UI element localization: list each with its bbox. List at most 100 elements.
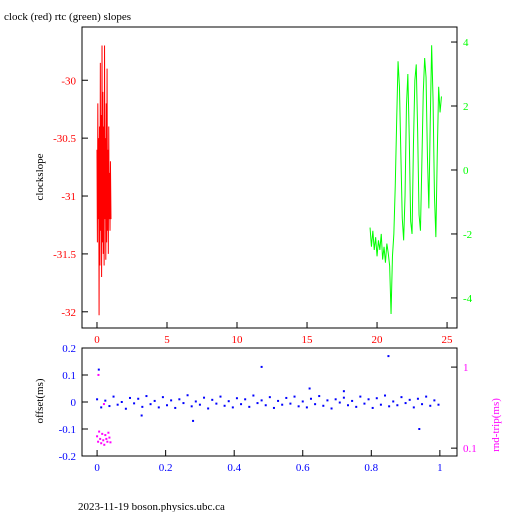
x-tick-label: 5 [164, 334, 170, 346]
point [363, 402, 366, 405]
point [392, 400, 395, 403]
point [404, 402, 407, 405]
point [157, 406, 160, 409]
point [240, 403, 243, 406]
point [149, 403, 152, 406]
point [338, 401, 341, 404]
point [281, 403, 284, 406]
x-tick-label: 0 [94, 334, 100, 346]
footer: 2023-11-19 boson.physics.ubc.ca [78, 501, 225, 512]
point [190, 405, 193, 408]
point [305, 406, 308, 409]
point [396, 404, 399, 407]
y2-axis-label: rnd-trip(ms) [490, 398, 502, 452]
point [174, 406, 177, 409]
point [108, 436, 111, 439]
x-tick-label: 15 [302, 334, 314, 346]
point [116, 403, 119, 406]
point [207, 407, 210, 410]
point [334, 398, 337, 401]
point [437, 403, 440, 406]
point [96, 398, 99, 401]
point [289, 402, 292, 405]
point [231, 406, 234, 409]
point [192, 419, 195, 422]
y-tick-label: 0 [71, 397, 77, 409]
point [297, 405, 300, 408]
point [102, 439, 105, 442]
point [105, 437, 108, 440]
point [322, 404, 325, 407]
point [153, 399, 156, 402]
x-tick-label: 0 [94, 462, 100, 474]
point [99, 437, 102, 440]
point [256, 402, 259, 405]
point [421, 403, 424, 406]
point [100, 406, 103, 409]
point [104, 399, 107, 402]
point [198, 403, 201, 406]
line-series [96, 45, 112, 316]
point [227, 400, 230, 403]
y-axis-label: clockslope [34, 153, 46, 200]
point [219, 395, 222, 398]
point [100, 442, 103, 445]
y2-tick-label: 0.1 [463, 443, 477, 455]
y2-tick-label: 0 [463, 165, 469, 177]
y-tick-label: -32 [61, 307, 76, 319]
point [330, 407, 333, 410]
point [244, 398, 247, 401]
point [285, 396, 288, 399]
point [342, 390, 345, 393]
point [133, 402, 136, 405]
y2-tick-label: -4 [463, 293, 473, 305]
point [400, 396, 403, 399]
point [145, 395, 148, 398]
point [98, 430, 101, 433]
x-tick-label: 10 [232, 334, 244, 346]
point [97, 440, 100, 443]
y-tick-label: 0.2 [62, 343, 76, 355]
line-series [369, 45, 442, 314]
y2-tick-label: 2 [463, 101, 469, 113]
point [203, 396, 206, 399]
y-tick-label: -31.5 [53, 249, 76, 261]
point [314, 403, 317, 406]
point [346, 404, 349, 407]
point [308, 387, 311, 390]
point [384, 394, 387, 397]
point [371, 406, 374, 409]
point [108, 405, 111, 408]
y-tick-label: -0.1 [59, 424, 76, 436]
point [351, 399, 354, 402]
y2-tick-label: -2 [463, 229, 472, 241]
y-tick-label: 0.1 [62, 370, 76, 382]
point [109, 441, 112, 444]
point [223, 404, 226, 407]
y-tick-label: -31 [61, 191, 76, 203]
point [260, 365, 263, 368]
point [140, 414, 143, 417]
y-tick-label: -30 [61, 75, 76, 87]
point [301, 400, 304, 403]
point [101, 432, 104, 435]
point [124, 407, 127, 410]
point [107, 431, 110, 434]
point [112, 395, 115, 398]
point [309, 397, 312, 400]
point [178, 398, 181, 401]
point [128, 396, 131, 399]
point [342, 396, 345, 399]
point [194, 400, 197, 403]
point [318, 395, 321, 398]
x-tick-label: 20 [372, 334, 384, 346]
y-tick-label: -30.5 [53, 133, 76, 145]
point [182, 402, 185, 405]
point [211, 398, 214, 401]
point [96, 435, 99, 438]
point [359, 395, 362, 398]
point [326, 399, 329, 402]
point [416, 397, 419, 400]
point [141, 405, 144, 408]
